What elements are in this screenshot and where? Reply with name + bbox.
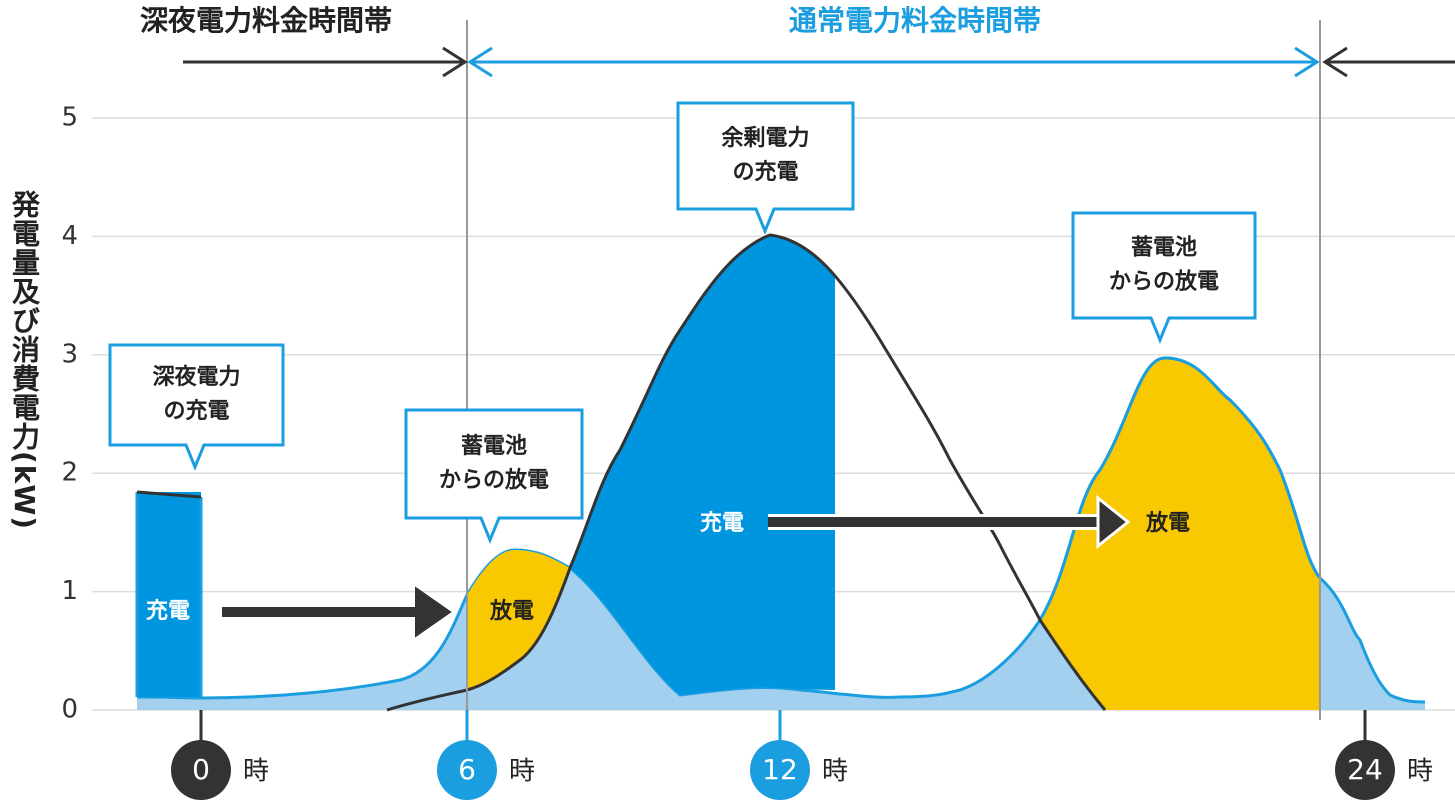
callout-text: からの放電 bbox=[439, 467, 549, 493]
hour-label: 12 bbox=[762, 753, 798, 786]
period-label: 通常電力料金時間帯 bbox=[789, 4, 1041, 37]
y-tick-label: 5 bbox=[61, 103, 78, 133]
surplus-charge-area bbox=[570, 235, 835, 695]
discharge-area bbox=[467, 550, 570, 690]
y-tick-label: 4 bbox=[61, 221, 78, 251]
y-tick-label: 3 bbox=[61, 339, 78, 369]
flow-arrow bbox=[1096, 494, 1131, 550]
callout-text: 深夜電力 bbox=[152, 365, 240, 390]
consumption-line bbox=[135, 356, 1322, 697]
y-axis-label: 発電量及び消費電力(kW) bbox=[8, 190, 41, 531]
hour-suffix: 時 bbox=[509, 757, 535, 787]
hours: 0 時 6 時 12 時 24 時 bbox=[171, 710, 1433, 800]
period-label: 深夜電力料金時間帯 bbox=[140, 4, 392, 37]
hour-badge bbox=[171, 740, 231, 800]
callout-text: の充電 bbox=[163, 399, 229, 424]
callout-box bbox=[108, 343, 285, 471]
callout-text: からの放電 bbox=[1109, 269, 1219, 295]
hour-badge bbox=[750, 740, 810, 800]
callout-text: の充電 bbox=[732, 160, 798, 185]
hour-suffix: 時 bbox=[822, 757, 848, 787]
hour-badge bbox=[1335, 740, 1395, 800]
hour-badge bbox=[437, 740, 497, 800]
period-arrow bbox=[467, 46, 1320, 78]
period-arrow bbox=[183, 46, 468, 78]
discharge-area bbox=[1040, 358, 1320, 710]
y-tick-label: 1 bbox=[61, 576, 78, 606]
hour-label: 24 bbox=[1347, 753, 1383, 786]
period-arrow bbox=[1322, 46, 1455, 78]
flow-arrow bbox=[222, 586, 452, 638]
callout-text: 蓄電池 bbox=[461, 434, 527, 459]
night-bar-top bbox=[136, 490, 202, 499]
generation-line bbox=[386, 233, 1107, 712]
hour-suffix: 時 bbox=[243, 757, 269, 787]
y-tick-label: 2 bbox=[61, 458, 78, 488]
hour-suffix: 時 bbox=[1407, 757, 1433, 787]
callout-text: 蓄電池 bbox=[1131, 236, 1197, 261]
hour-label: 0 bbox=[192, 753, 210, 786]
callout-text: 余剰電力 bbox=[721, 125, 809, 151]
area-label: 放電 bbox=[489, 598, 534, 624]
area-label: 充電 bbox=[700, 511, 744, 536]
callout-box bbox=[1071, 211, 1257, 344]
night-charge-bar bbox=[137, 492, 201, 697]
area-label: 充電 bbox=[146, 599, 190, 624]
callout-box bbox=[676, 101, 855, 235]
area-label: 放電 bbox=[1145, 510, 1190, 536]
callout-box bbox=[404, 408, 584, 544]
y-tick-label: 0 bbox=[61, 695, 78, 725]
hour-label: 6 bbox=[458, 753, 476, 786]
